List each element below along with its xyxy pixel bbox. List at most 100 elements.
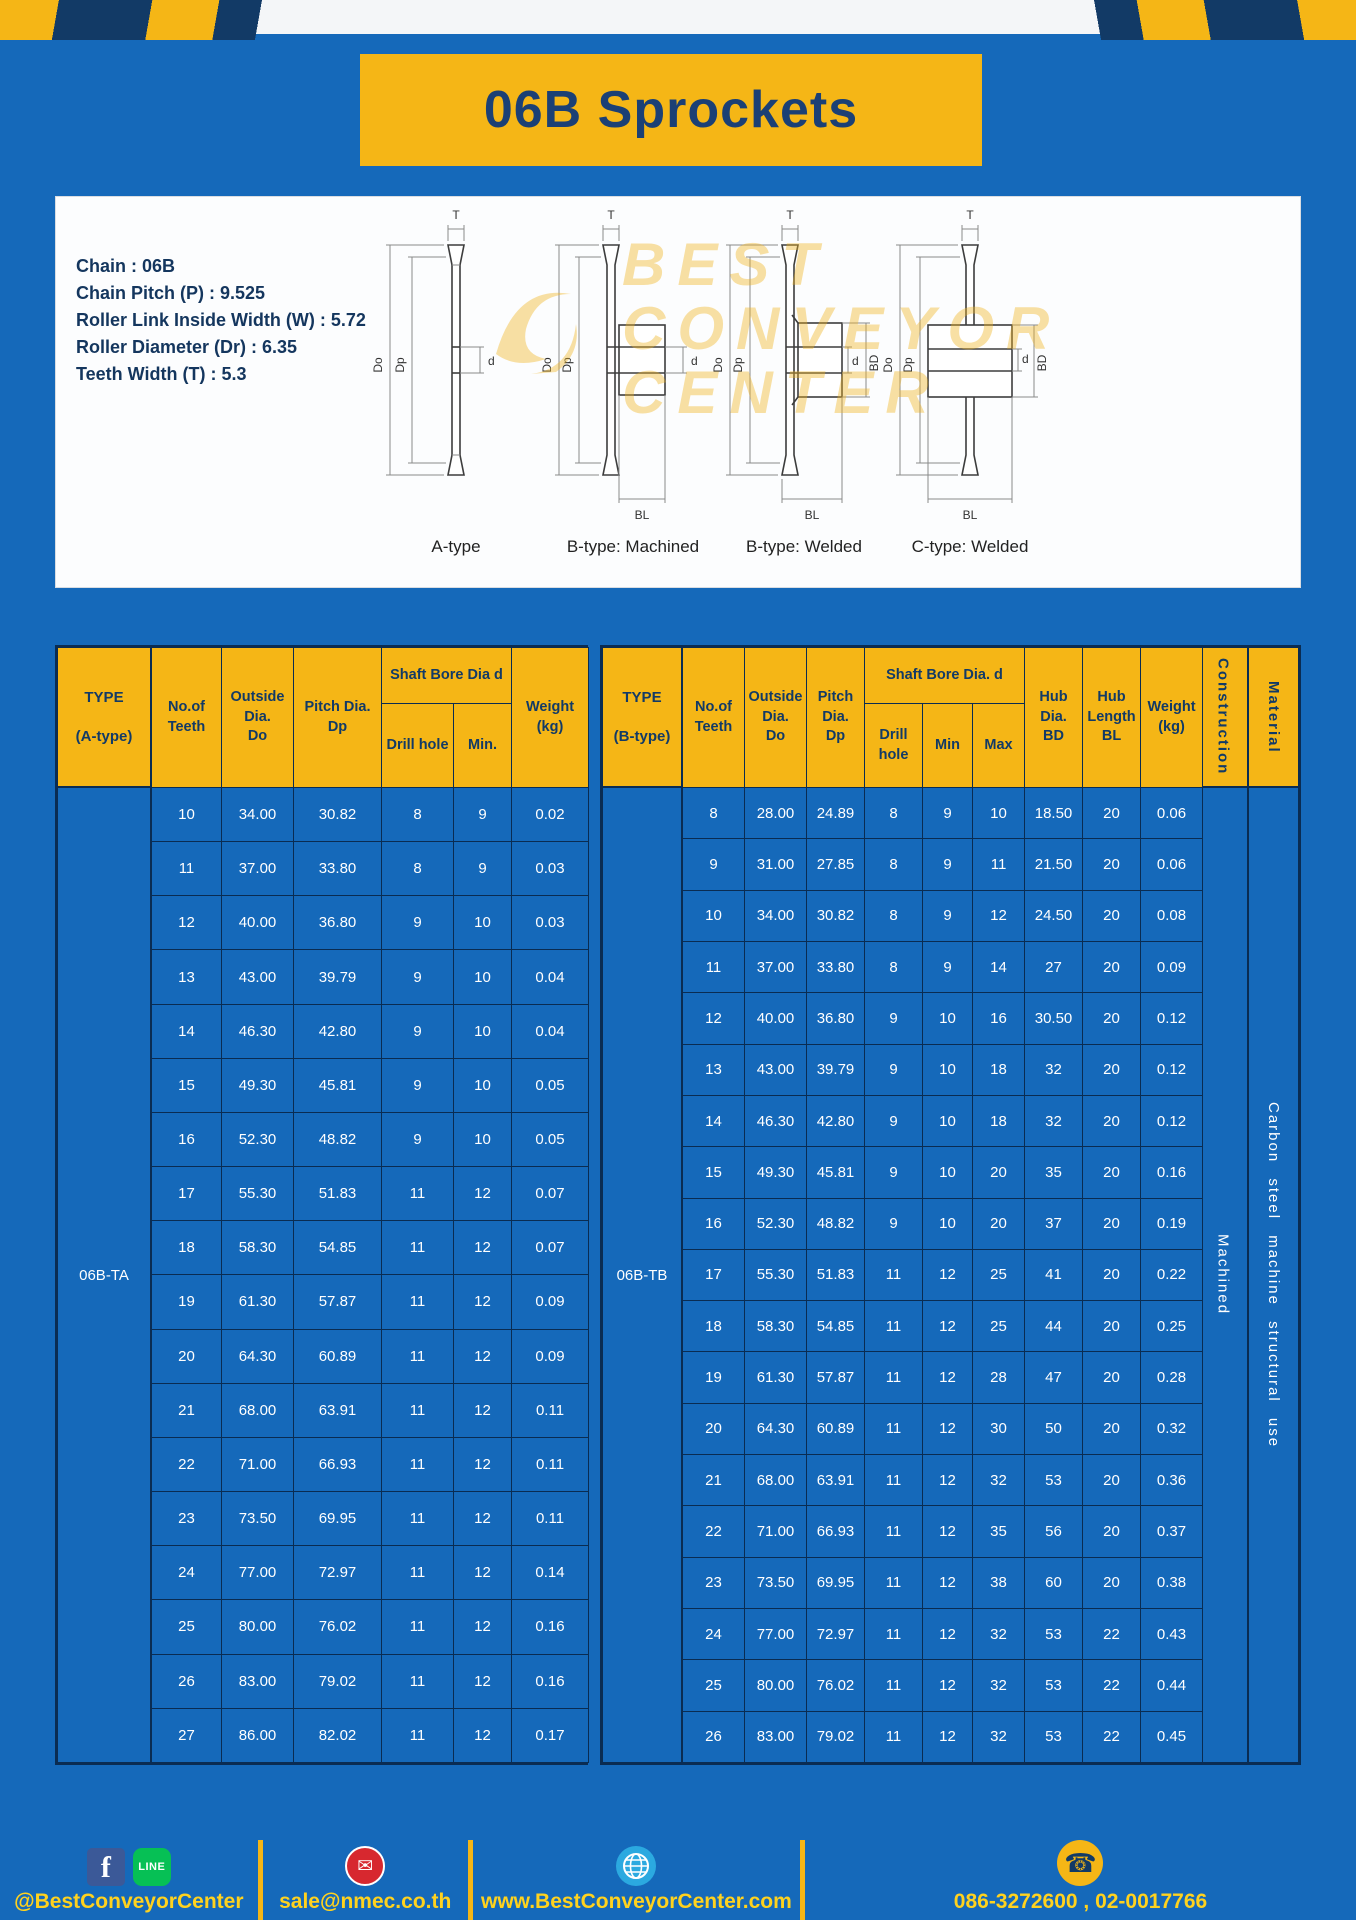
table-row: 11 37.00 33.80 8 9 14 27 20 0.09 xyxy=(682,940,1204,994)
table-cell: 63.91 xyxy=(806,1454,865,1507)
table-cell: 83.00 xyxy=(744,1710,807,1764)
b-type-table-body: 8 28.00 24.89 8 9 10 18.50 20 0.06 9 31.00 27.85 8 9 1… xyxy=(682,786,1204,1764)
table-cell: 12 xyxy=(452,1436,513,1493)
table-cell: 77.00 xyxy=(744,1607,807,1661)
table-cell: 10 xyxy=(971,786,1026,840)
table-cell: 12 xyxy=(922,1556,973,1610)
spec-roller-diameter: Roller Diameter (Dr) : 6.35 xyxy=(76,337,298,357)
table-cell: 0.12 xyxy=(1140,992,1204,1045)
table-cell: 12 xyxy=(922,1659,973,1712)
table-cell: 0.14 xyxy=(511,1545,590,1601)
table-cell: 30.82 xyxy=(293,786,382,843)
footer-social-section: f LINE @BestConveyorCenter xyxy=(0,1840,258,1920)
table-cell: 9 xyxy=(864,1043,923,1096)
table-cell: 9 xyxy=(922,838,973,891)
table-cell: 0.17 xyxy=(511,1707,590,1764)
table-cell: 80.00 xyxy=(221,1599,294,1655)
table-cell: 20 xyxy=(1082,1454,1142,1507)
table-cell: 20 xyxy=(1082,1351,1142,1404)
column-header-min: Min. xyxy=(452,703,513,788)
table-cell: 48.82 xyxy=(293,1111,382,1168)
table-row: 13 43.00 39.79 9 10 18 32 20 0.12 xyxy=(682,1043,1204,1096)
table-cell: 69.95 xyxy=(806,1556,865,1610)
table-cell: 11 xyxy=(381,1382,454,1438)
table-cell: 48.82 xyxy=(806,1197,865,1250)
table-cell: 12 xyxy=(452,1328,513,1384)
table-row: 10 34.00 30.82 8 9 12 24.50 20 0.08 xyxy=(682,889,1204,942)
column-header-hub-dia: Hub Dia. BD xyxy=(1024,647,1084,788)
table-cell: 0.04 xyxy=(511,1003,590,1059)
table-cell: 10 xyxy=(922,1094,973,1148)
table-cell: 35 xyxy=(1024,1146,1084,1199)
table-cell: 12 xyxy=(922,1402,973,1456)
phone-icon xyxy=(1057,1840,1104,1886)
b-type-machined-drawing: Do Dp T d BL xyxy=(540,208,698,522)
table-cell: 9 xyxy=(922,889,973,942)
table-cell: 9 xyxy=(381,1111,454,1168)
table-cell: 9 xyxy=(922,940,973,994)
table-cell: 12 xyxy=(452,1545,513,1601)
table-cell: 23 xyxy=(151,1491,222,1547)
table-cell: 30 xyxy=(971,1402,1026,1456)
table-cell: 44 xyxy=(1024,1300,1084,1353)
table-cell: 63.91 xyxy=(293,1382,382,1438)
table-cell: 0.11 xyxy=(511,1382,590,1438)
table-cell: 51.83 xyxy=(806,1248,865,1302)
diagram-c-type-welded: Do Dp T d BD BL C-type: Welded xyxy=(860,205,1080,577)
table-cell: 43.00 xyxy=(221,949,294,1005)
table-row: 17 55.30 51.83 11 12 0.07 xyxy=(151,1166,590,1222)
table-cell: 10 xyxy=(452,949,513,1005)
table-cell: 10 xyxy=(922,1146,973,1199)
table-cell: 10 xyxy=(452,895,513,951)
table-row: 13 43.00 39.79 9 10 0.04 xyxy=(151,949,590,1005)
table-cell: 49.30 xyxy=(744,1146,807,1199)
table-cell: 79.02 xyxy=(806,1710,865,1764)
table-cell: 54.85 xyxy=(293,1220,382,1276)
table-cell: 20 xyxy=(1082,889,1142,942)
table-cell: 9 xyxy=(864,992,923,1045)
diagram-label-a-type: A-type xyxy=(431,537,481,556)
table-cell: 0.03 xyxy=(511,841,590,897)
facebook-icon: f xyxy=(86,1848,125,1886)
diagram-label-b-type-welded: B-type: Welded xyxy=(746,537,862,556)
table-cell: 79.02 xyxy=(293,1653,382,1709)
column-header-outside-dia: Outside Dia. Do xyxy=(221,647,294,788)
dim-label-t: T xyxy=(966,208,974,222)
table-row: 17 55.30 51.83 11 12 25 41 20 0.22 xyxy=(682,1248,1204,1302)
table-cell: 37.00 xyxy=(221,841,294,897)
table-cell: 12 xyxy=(452,1707,513,1764)
table-cell: 18 xyxy=(971,1094,1026,1148)
table-cell: 14 xyxy=(151,1003,222,1059)
table-cell: 53 xyxy=(1024,1659,1084,1712)
dim-label-t: T xyxy=(452,208,460,222)
table-cell: 10 xyxy=(452,1003,513,1059)
table-cell: 20 xyxy=(1082,786,1142,840)
column-header-teeth: No.of Teeth xyxy=(682,647,745,788)
table-cell: 20 xyxy=(1082,1043,1142,1096)
spec-chain-pitch: Chain Pitch (P) : 9.525 xyxy=(76,283,266,303)
table-cell: 20 xyxy=(1082,992,1142,1045)
table-cell: 8 xyxy=(381,786,454,843)
table-cell: 10 xyxy=(922,1197,973,1250)
table-cell: 47 xyxy=(1024,1351,1084,1404)
construction-value-text: Machined xyxy=(1214,1234,1232,1316)
table-cell: 83.00 xyxy=(221,1653,294,1709)
table-cell: 28 xyxy=(971,1351,1026,1404)
spec-teeth-width: Teeth Width (T) : 5.3 xyxy=(76,364,247,384)
table-cell: 18 xyxy=(682,1300,745,1353)
corner-stripes-right xyxy=(936,0,1356,40)
spec-roller-link-width: Roller Link Inside Width (W) : 5.72 xyxy=(76,310,366,330)
table-cell: 37 xyxy=(1024,1197,1084,1250)
table-cell: 0.36 xyxy=(1140,1454,1204,1507)
dim-label-d: d xyxy=(1022,352,1029,366)
table-cell: 53 xyxy=(1024,1454,1084,1507)
table-cell: 18.50 xyxy=(1024,786,1084,840)
table-cell: 19 xyxy=(151,1274,222,1330)
table-cell: 77.00 xyxy=(221,1545,294,1601)
diagram-b-type-welded: Do Dp T d BD BL B-type: Welded xyxy=(704,205,904,577)
table-cell: 55.30 xyxy=(221,1166,294,1222)
table-cell: 11 xyxy=(864,1607,923,1661)
footer-phone-numbers: 086-3272600 , 02-0017766 xyxy=(953,1890,1208,1913)
table-cell: 26 xyxy=(682,1710,745,1764)
chain-specs: Chain : 06B Chain Pitch (P) : 9.525 Roll… xyxy=(76,253,366,388)
